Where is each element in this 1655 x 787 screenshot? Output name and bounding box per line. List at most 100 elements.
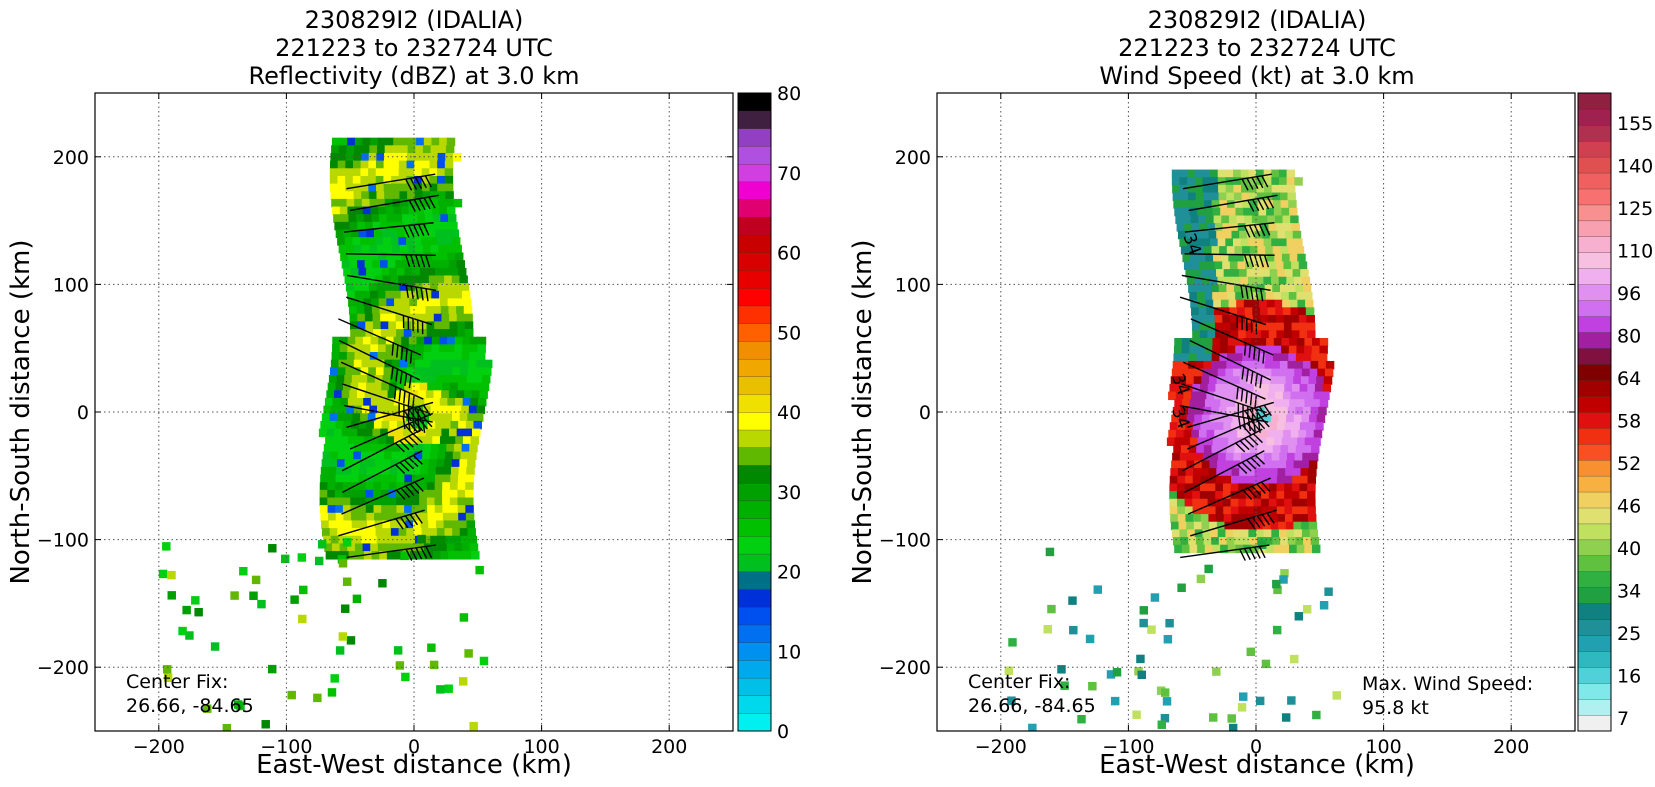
echo-cell — [401, 672, 410, 682]
echo-cell — [1211, 284, 1220, 293]
echo-cell — [1047, 604, 1056, 614]
echo-cell — [480, 382, 490, 392]
echo-cell — [421, 168, 431, 177]
echo-cell — [418, 428, 427, 438]
echo-cell — [345, 367, 354, 376]
echo-cell — [358, 229, 368, 238]
echo-cell — [1215, 498, 1224, 508]
echo-cell — [1170, 514, 1179, 523]
colorbar-swatch — [737, 270, 772, 289]
echo-cell — [1307, 330, 1316, 339]
colorbar-swatch — [737, 518, 772, 537]
echo-cell — [1252, 261, 1262, 270]
echo-cell — [379, 551, 388, 560]
echo-cell — [423, 206, 433, 216]
echo-cell — [350, 505, 359, 514]
echo-cell — [354, 543, 364, 552]
echo-cell — [457, 321, 466, 330]
echo-cell — [1257, 246, 1266, 255]
echo-cell — [352, 237, 361, 246]
echo-cell — [357, 428, 366, 438]
echo-cell — [1232, 521, 1241, 531]
echo-cell — [1264, 537, 1274, 546]
echo-cell — [1283, 429, 1292, 439]
echo-cell — [448, 306, 457, 315]
echo-cell — [450, 512, 460, 522]
echo-cell — [1265, 200, 1274, 209]
echo-cell — [1291, 223, 1300, 232]
echo-cell — [393, 206, 402, 216]
echo-cell — [390, 520, 399, 529]
echo-cell — [455, 436, 464, 445]
echo-cell — [1298, 307, 1307, 316]
echo-cell — [1311, 544, 1321, 554]
echo-cell — [1274, 215, 1284, 224]
echo-cell — [1249, 360, 1258, 370]
echo-cell — [431, 344, 441, 353]
echo-cell — [251, 575, 261, 585]
echo-cell — [394, 298, 403, 307]
echo-cell — [418, 313, 427, 323]
echo-cell — [360, 451, 370, 461]
echo-cell — [1200, 506, 1209, 515]
echo-cell — [1300, 269, 1309, 278]
echo-cell — [335, 229, 345, 238]
colorbar-swatch — [1577, 332, 1612, 349]
echo-cell — [413, 275, 422, 284]
echo-cell — [450, 420, 459, 430]
echo-cell — [338, 405, 348, 415]
echo-cell — [336, 459, 346, 468]
echo-cell — [417, 551, 426, 560]
echo-cell — [329, 459, 338, 468]
echo-cell — [452, 152, 462, 162]
echo-cell — [464, 428, 473, 438]
echo-cell — [1207, 506, 1217, 515]
echo-cell — [337, 160, 347, 170]
echo-cell — [456, 428, 466, 438]
echo-cell — [370, 397, 380, 407]
echo-cell — [376, 191, 385, 200]
echo-cell — [1304, 337, 1313, 347]
echo-cell — [414, 160, 423, 170]
echo-cell — [1247, 521, 1256, 531]
echo-cell — [1271, 368, 1280, 378]
echo-cell — [1210, 177, 1219, 186]
echo-cell — [1295, 537, 1304, 546]
echo-cell — [1318, 353, 1328, 362]
echo-cell — [464, 649, 473, 658]
echo-cell — [1200, 422, 1209, 431]
echo-cell — [1223, 506, 1232, 515]
colorbar-swatch — [737, 376, 772, 395]
echo-cell — [324, 543, 333, 552]
echo-cell — [1187, 452, 1196, 462]
echo-cell — [1180, 406, 1189, 416]
echo-cell — [442, 489, 451, 499]
echo-cell — [436, 168, 446, 177]
echo-cell — [346, 405, 355, 415]
echo-cell — [194, 607, 203, 617]
echo-cell — [1190, 253, 1199, 263]
echo-cell — [1181, 345, 1191, 355]
y-axis-label: North-South distance (km) — [848, 239, 878, 584]
echo-cell — [1258, 437, 1268, 446]
x-tick-label: −100 — [260, 736, 312, 758]
colorbar-tick-label: 0 — [777, 721, 789, 743]
echo-cell — [407, 535, 416, 545]
echo-cell — [363, 298, 372, 307]
echo-cell — [1263, 238, 1273, 247]
echo-cell — [1318, 406, 1327, 416]
echo-cell — [1187, 177, 1196, 186]
echo-cell — [162, 542, 171, 551]
echo-cell — [449, 221, 458, 231]
echo-cell — [441, 260, 450, 269]
echo-cell — [417, 214, 426, 223]
echo-cell — [162, 665, 172, 674]
echo-cell — [1230, 506, 1240, 515]
echo-cell — [1219, 246, 1228, 255]
echo-cell — [1236, 253, 1245, 263]
echo-cell — [342, 505, 352, 514]
echo-cell — [383, 237, 392, 246]
echo-cell — [434, 382, 444, 392]
echo-cell — [416, 344, 425, 353]
echo-cell — [1249, 406, 1258, 416]
